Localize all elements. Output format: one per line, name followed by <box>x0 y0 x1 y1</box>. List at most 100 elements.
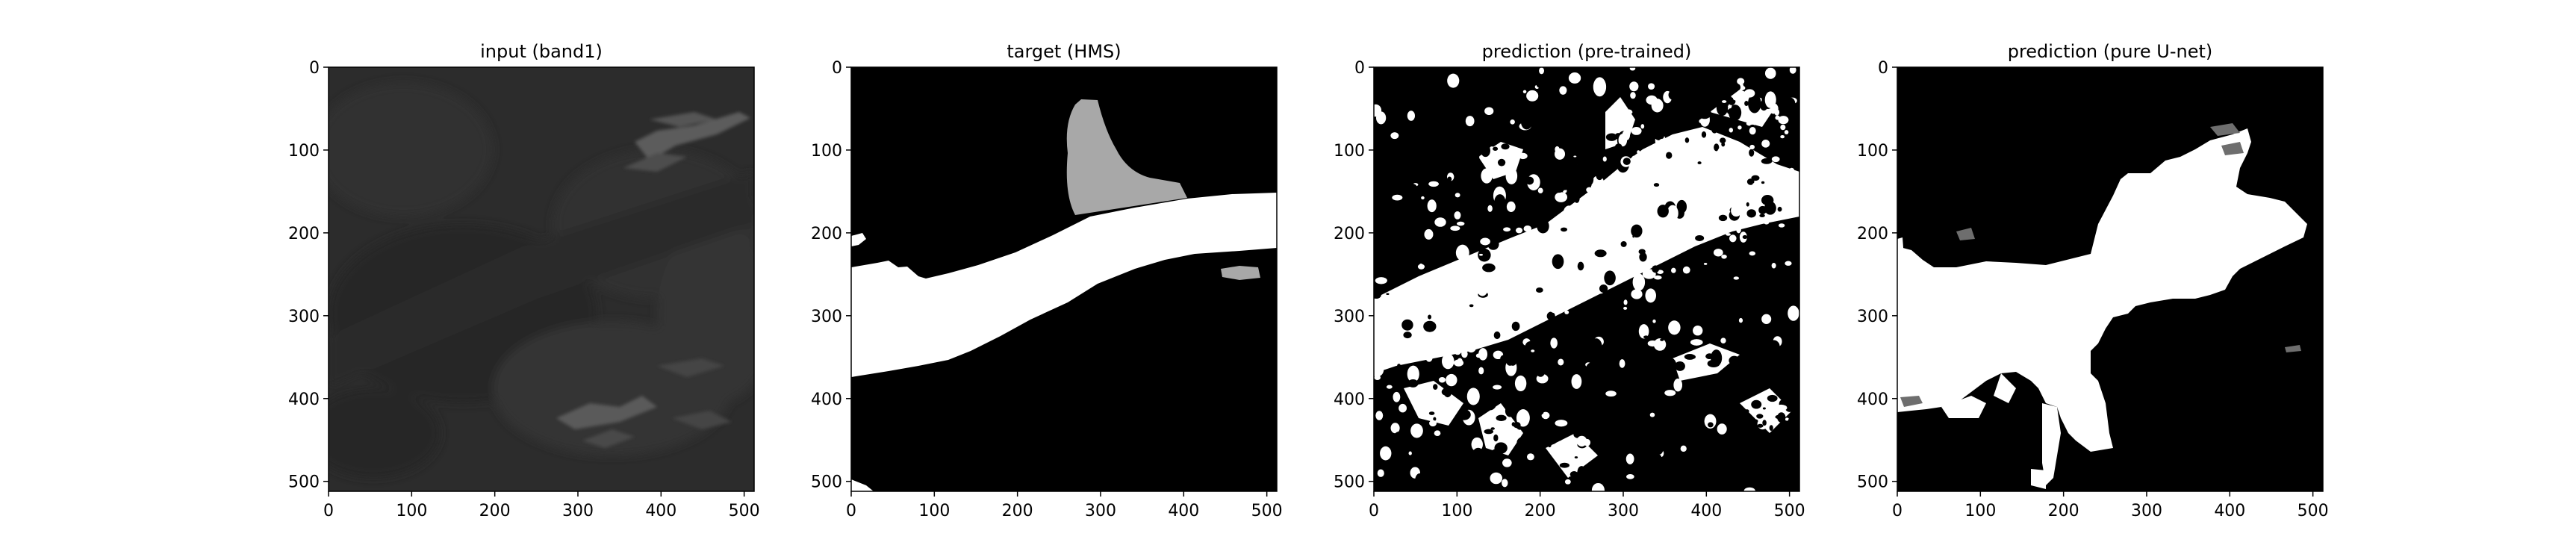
speckle <box>1559 86 1567 95</box>
speckle <box>1529 261 1534 264</box>
speckle <box>1505 99 1512 105</box>
speckle <box>1790 275 1795 279</box>
speckle <box>1629 81 1639 92</box>
speckle <box>1654 441 1664 455</box>
speckle <box>1397 225 1404 231</box>
speckle <box>1503 227 1511 232</box>
speckle <box>1378 314 1387 323</box>
speckle <box>1640 124 1645 129</box>
speckle <box>1511 321 1520 332</box>
speckle <box>1571 374 1582 389</box>
speckle <box>1608 315 1614 320</box>
speckle <box>1619 359 1625 368</box>
speckle <box>1618 174 1625 184</box>
speckle <box>1509 189 1515 193</box>
speckle <box>1684 414 1688 420</box>
panel-title: target (HMS) <box>1007 41 1121 62</box>
speckle <box>1624 450 1631 455</box>
speckle <box>1494 194 1506 211</box>
speckle <box>1588 167 1602 175</box>
speckle <box>1516 409 1530 427</box>
speckle <box>1708 173 1720 190</box>
speckle <box>1751 182 1759 192</box>
speckle <box>1796 389 1799 393</box>
speckle <box>1546 311 1555 321</box>
speckle <box>1493 434 1499 442</box>
panel-title: prediction (pre-trained) <box>1482 41 1692 62</box>
speckle <box>1472 79 1481 86</box>
speckle <box>1530 337 1540 352</box>
speckle <box>1516 102 1526 108</box>
speckle <box>1637 259 1646 270</box>
speckle <box>1452 124 1457 128</box>
speckle <box>1386 293 1390 295</box>
speckle <box>1589 186 1603 194</box>
speckle <box>1448 461 1455 470</box>
speckle <box>1673 75 1681 81</box>
speckle <box>1693 111 1703 120</box>
speckle <box>1718 214 1728 222</box>
speckle <box>1631 126 1642 135</box>
y-axis: 0 100 200 300 400 500 <box>811 59 851 492</box>
speckle <box>1751 175 1760 181</box>
speckle <box>1505 167 1518 184</box>
speckle <box>1778 116 1789 125</box>
speckle <box>1481 132 1491 143</box>
y-tick-label: 200 <box>288 225 320 243</box>
speckle <box>1746 202 1749 207</box>
speckle <box>1550 464 1561 481</box>
speckle <box>1714 324 1720 331</box>
speckle <box>1413 101 1426 112</box>
speckle <box>1558 237 1564 246</box>
speckle <box>1444 100 1456 107</box>
speckle <box>1664 431 1673 435</box>
speckle <box>1386 105 1399 111</box>
speckle <box>1775 404 1788 411</box>
speckle <box>1701 131 1707 138</box>
speckle <box>1535 287 1543 293</box>
speckle <box>1677 396 1690 405</box>
speckle <box>1580 92 1594 111</box>
speckle <box>1749 149 1755 157</box>
speckle <box>1505 405 1515 417</box>
speckle <box>1514 375 1527 392</box>
speckle <box>1490 472 1503 485</box>
y-tick-label: 400 <box>811 391 842 409</box>
speckle <box>1720 137 1726 143</box>
speckle <box>1380 446 1392 461</box>
speckle <box>1710 200 1719 206</box>
speckle <box>1653 338 1667 351</box>
speckle <box>1667 205 1679 222</box>
speckle <box>1484 107 1494 115</box>
speckle <box>1599 284 1608 293</box>
speckle <box>1787 335 1796 340</box>
speckle <box>1393 391 1401 402</box>
speckle <box>1559 462 1569 468</box>
speckle <box>1374 72 1379 77</box>
speckle <box>1615 209 1623 218</box>
speckle <box>1684 137 1690 143</box>
speckle <box>1573 194 1580 203</box>
speckle <box>1424 228 1434 240</box>
y-tick-label: 200 <box>1857 225 1888 243</box>
speckle <box>1415 473 1425 487</box>
speckle <box>1537 410 1544 415</box>
y-tick-label: 300 <box>1857 308 1888 326</box>
y-tick-label: 500 <box>811 473 842 492</box>
speckle <box>1392 194 1403 201</box>
speckle <box>1549 101 1558 108</box>
y-tick-label: 400 <box>288 391 320 409</box>
speckle <box>1725 399 1733 407</box>
speckle <box>1497 158 1506 167</box>
speckle <box>1629 67 1636 71</box>
speckle <box>1582 220 1594 234</box>
speckle <box>1724 472 1729 476</box>
speckle <box>1440 468 1444 472</box>
speckle <box>1609 235 1621 244</box>
speckle <box>1407 365 1419 383</box>
x-tick-label: 200 <box>479 502 511 520</box>
y-tick-label: 500 <box>288 473 320 492</box>
speckle <box>1561 227 1568 232</box>
speckle <box>1543 240 1549 245</box>
speckle <box>1517 295 1527 302</box>
